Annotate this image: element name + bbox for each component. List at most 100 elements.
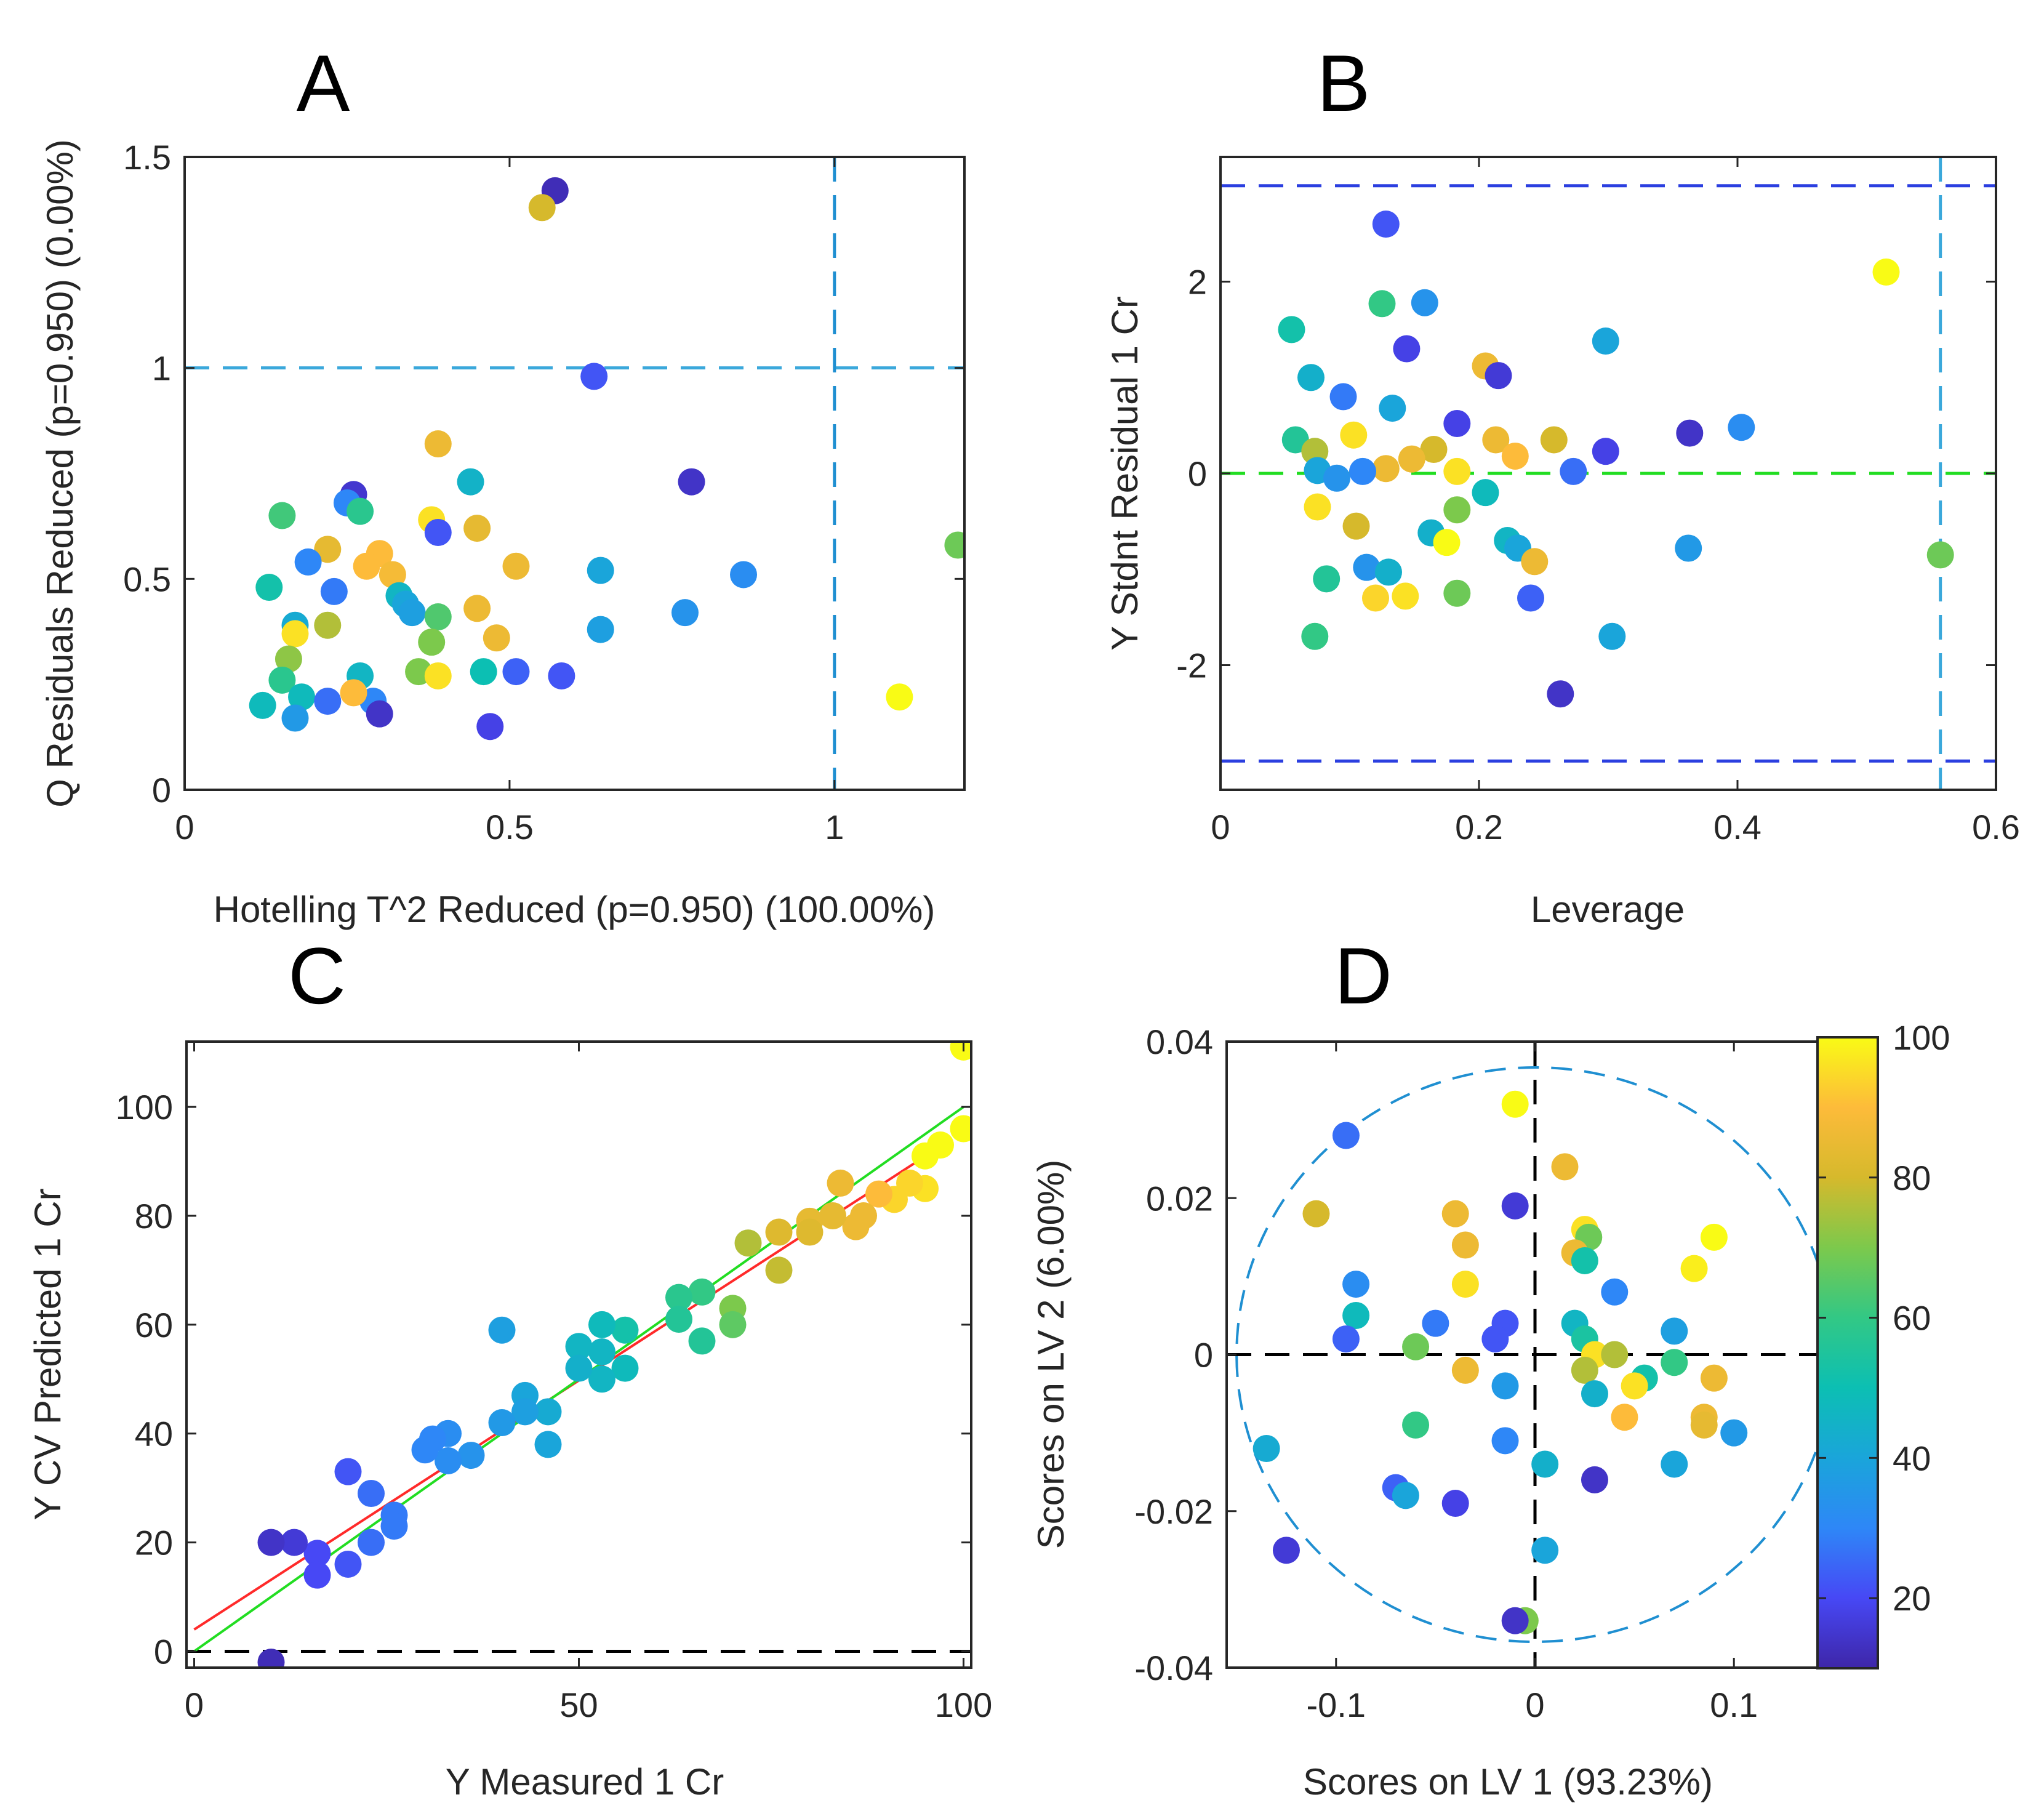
panel-c-xtick-label-2: 100 xyxy=(935,1685,992,1724)
colorbar-tick-label-2: 60 xyxy=(1893,1299,1931,1338)
panel-a-point-28 xyxy=(424,603,452,631)
panel-b-point-35 xyxy=(1433,529,1461,556)
panel-d-point-40 xyxy=(1491,1427,1519,1455)
panel-c-point-20 xyxy=(665,1284,692,1311)
panel-b-xtick-label-1: 0.2 xyxy=(1455,808,1503,846)
panel-d-point-48 xyxy=(1272,1537,1300,1564)
panel-c-point-43 xyxy=(358,1480,385,1508)
panel-c-ytick-label-0: 0 xyxy=(154,1632,173,1671)
panel-a-point-12 xyxy=(463,515,491,542)
panel-a-axes-box xyxy=(183,156,966,791)
panel-a-point-17 xyxy=(502,552,530,580)
panel-a-ticks: 0 0.5 1 0 0.5 1 1.5 xyxy=(123,138,964,846)
panel-d-point-23 xyxy=(1481,1325,1509,1353)
panel-a-point-48 xyxy=(281,704,309,732)
panel-b-point-39 xyxy=(1521,548,1549,576)
panel-d-point-27 xyxy=(1661,1349,1688,1376)
panel-b-point-17 xyxy=(1676,419,1704,447)
panel-d-point-46 xyxy=(1392,1482,1419,1509)
panel-a-point-16 xyxy=(353,552,380,580)
panel-a-point-35 xyxy=(275,645,302,673)
panel-b-ytick-label-0: -2 xyxy=(1176,646,1207,685)
panel-a-point-33 xyxy=(418,629,446,656)
panel-d-point-28 xyxy=(1451,1356,1479,1384)
panel-d-point-41 xyxy=(1252,1435,1280,1463)
panel-c-point-27 xyxy=(588,1365,615,1393)
panel-a-point-51 xyxy=(886,683,913,711)
panel-b-point-47 xyxy=(1517,584,1544,612)
panel-c-point-23 xyxy=(611,1316,639,1344)
panel-b-ytick-label-1: 0 xyxy=(1188,454,1207,493)
panel-c-point-16 xyxy=(734,1229,762,1257)
panel-c-point-25 xyxy=(588,1311,615,1338)
panel-d-point-15 xyxy=(1601,1278,1629,1306)
panel-a-xlabel: Hotelling T^2 Reduced (p=0.950) (100.00%… xyxy=(214,889,936,930)
panel-a-point-8 xyxy=(347,497,374,525)
panel-a-ytick-label-1: 0.5 xyxy=(123,560,171,598)
panel-c-point-29 xyxy=(565,1354,593,1382)
panel-c-point-47 xyxy=(303,1540,331,1567)
panel-c-xtick-label-1: 50 xyxy=(559,1685,598,1724)
panel-c-point-19 xyxy=(688,1278,716,1306)
panel-a-point-20 xyxy=(730,561,758,589)
colorbar-box xyxy=(1816,1036,1879,1669)
panel-d: D Scores on LV 1 (93.23%) Scores on LV 2… xyxy=(1030,931,1845,1802)
panel-a-plot-area xyxy=(185,157,964,790)
panel-b-point-28 xyxy=(1560,457,1587,485)
panel-d-point-20 xyxy=(1661,1317,1688,1345)
panel-b-point-22 xyxy=(1501,442,1529,470)
panel-c-point-42 xyxy=(380,1513,408,1540)
panel-d-point-21 xyxy=(1332,1325,1360,1353)
panel-c-point-38 xyxy=(435,1447,462,1474)
panel-b-point-33 xyxy=(1342,512,1370,540)
panel-d-title: D xyxy=(1334,931,1392,1021)
panel-a-point-50 xyxy=(476,713,504,741)
panel-c-point-22 xyxy=(688,1327,716,1355)
panel-b-ylabel: Y Stdnt Residual 1 Cr xyxy=(1104,296,1145,651)
panel-b-point-21 xyxy=(1592,438,1619,465)
panel-c-point-31 xyxy=(534,1431,562,1458)
panel-c-point-44 xyxy=(358,1529,385,1556)
panel-a-point-13 xyxy=(314,536,342,563)
panel-d-point-49 xyxy=(1531,1537,1559,1564)
panel-c-axes-box xyxy=(185,1040,972,1669)
panel-d-point-39 xyxy=(1402,1411,1430,1439)
panel-d-ytick-label-0: -0.04 xyxy=(1134,1649,1213,1687)
panel-d-point-32 xyxy=(1581,1380,1608,1408)
panel-b-plot-area xyxy=(1220,157,1996,790)
panel-a-point-37 xyxy=(424,662,452,689)
panel-a-point-38 xyxy=(470,658,497,686)
panel-b-point-31 xyxy=(1304,493,1331,521)
panel-b-point-45 xyxy=(1362,584,1389,612)
panel-c-point-45 xyxy=(334,1458,362,1485)
panel-b-point-38 xyxy=(1675,534,1702,562)
panel-d-point-26 xyxy=(1601,1341,1629,1368)
panel-a-ytick-label-2: 1 xyxy=(152,349,171,388)
panel-c-point-35 xyxy=(488,1409,516,1437)
panel-d-ytick-label-1: -0.02 xyxy=(1134,1492,1213,1531)
panel-b-point-3 xyxy=(1411,289,1438,316)
panel-d-ylabel: Scores on LV 2 (6.00%) xyxy=(1030,1160,1072,1549)
colorbar-tick-label-1: 40 xyxy=(1893,1439,1931,1477)
panel-a-point-22 xyxy=(320,577,348,605)
panel-d-point-29 xyxy=(1571,1356,1598,1384)
panel-a-point-44 xyxy=(314,688,342,715)
panel-b-point-16 xyxy=(1540,426,1568,454)
panel-b-ytick-label-2: 2 xyxy=(1188,262,1207,301)
panel-c-point-48 xyxy=(303,1561,331,1589)
panel-c-point-46 xyxy=(334,1550,362,1578)
panel-d-xlabel: Scores on LV 1 (93.23%) xyxy=(1303,1761,1713,1802)
panel-a-ylabel: Q Residuals Reduced (p=0.950) (0.00%) xyxy=(39,139,81,808)
panel-a-xtick-label-2: 1 xyxy=(825,808,844,846)
panel-b-point-44 xyxy=(1443,579,1471,607)
panel-b-point-10 xyxy=(1329,383,1357,411)
panel-c-ytick-label-3: 60 xyxy=(135,1306,173,1344)
panel-d-point-38 xyxy=(1690,1411,1718,1439)
panel-b-ticks: 0 0.2 0.4 0.6 -2 0 2 xyxy=(1176,157,2020,846)
panel-c-point-51 xyxy=(257,1649,285,1668)
colorbar-tick-label-4: 100 xyxy=(1893,1018,1950,1057)
panel-a-point-30 xyxy=(314,611,342,639)
panel-d-point-43 xyxy=(1661,1450,1688,1478)
panel-b-point-43 xyxy=(1313,565,1341,593)
panel-c-point-11 xyxy=(819,1202,846,1229)
